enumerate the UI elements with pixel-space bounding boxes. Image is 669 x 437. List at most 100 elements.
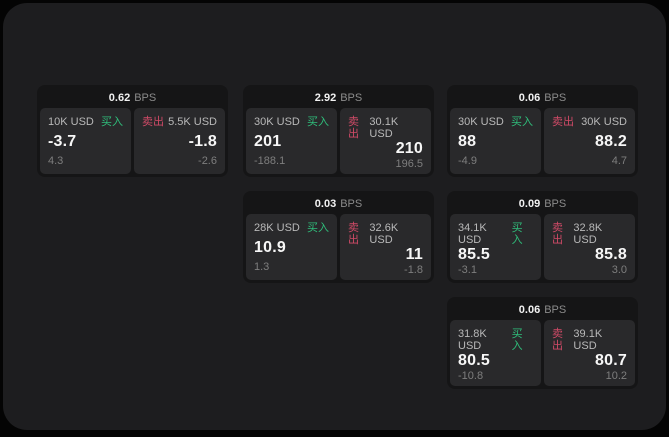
app-window: 0.62 BPS 10K USD 买入 -3.7 4.3 卖出 5.5K USD…	[3, 3, 666, 430]
sell-side-label: 卖出	[348, 116, 359, 140]
sell-side-label: 卖出	[142, 116, 164, 128]
buy-side-label: 买入	[101, 116, 123, 128]
sell-sub-value: 10.2	[605, 370, 627, 382]
sell-sub-value: -2.6	[198, 155, 217, 167]
sell-panel[interactable]: 卖出 30K USD 88.2 4.7	[544, 108, 635, 174]
sell-sub-value: 3.0	[611, 264, 627, 276]
sell-panel[interactable]: 卖出 39.1K USD 80.7 10.2	[544, 320, 635, 386]
sell-amount: 32.6K USD	[369, 222, 399, 246]
buy-price: 88	[458, 132, 477, 150]
bps-value: 0.03	[314, 198, 337, 210]
bps-unit-label: BPS	[340, 92, 363, 104]
quote-panels: 31.8K USD 买入 80.5 -10.8 卖出 39.1K USD 80.…	[450, 320, 635, 386]
sell-side-label: 卖出	[348, 222, 359, 246]
buy-sub-value: -4.9	[458, 155, 477, 167]
buy-label-row: 10K USD 买入	[48, 116, 123, 128]
quote-panels: 30K USD 买入 88 -4.9 卖出 30K USD 88.2 4.7	[450, 108, 635, 174]
sell-amount: 39.1K USD	[573, 328, 603, 352]
quote-card: 0.06 BPS 31.8K USD 买入 80.5 -10.8 卖出 39.1…	[447, 297, 638, 389]
sell-sub-value: -1.8	[404, 264, 423, 276]
sell-price: -1.8	[188, 132, 217, 150]
buy-amount: 34.1K USD	[458, 222, 487, 246]
sell-panel[interactable]: 卖出 5.5K USD -1.8 -2.6	[134, 108, 225, 174]
quote-panels: 34.1K USD 买入 85.5 -3.1 卖出 32.8K USD 85.8…	[450, 214, 635, 280]
buy-panel[interactable]: 31.8K USD 买入 80.5 -10.8	[450, 320, 541, 386]
sell-panel[interactable]: 卖出 32.6K USD 11 -1.8	[340, 214, 431, 280]
buy-panel[interactable]: 30K USD 买入 201 -188.1	[246, 108, 337, 174]
buy-sub-value: 4.3	[48, 155, 64, 167]
bps-unit-label: BPS	[544, 198, 567, 210]
sell-label-row: 卖出 5.5K USD	[142, 116, 217, 128]
bps-unit-label: BPS	[340, 198, 363, 210]
buy-label-row: 30K USD 买入	[254, 116, 329, 128]
buy-panel[interactable]: 28K USD 买入 10.9 1.3	[246, 214, 337, 280]
sell-panel[interactable]: 卖出 30.1K USD 210 196.5	[340, 108, 431, 174]
bps-value: 0.09	[518, 198, 541, 210]
card-header: 0.62 BPS	[40, 88, 225, 108]
sell-amount: 5.5K USD	[168, 116, 217, 128]
sell-price: 85.8	[595, 246, 627, 263]
bps-unit-label: BPS	[544, 304, 567, 316]
buy-side-label: 买入	[511, 222, 523, 246]
buy-sub-value: -188.1	[254, 155, 286, 167]
buy-panel[interactable]: 10K USD 买入 -3.7 4.3	[40, 108, 131, 174]
buy-price: 10.9	[254, 238, 286, 256]
bps-value: 2.92	[314, 92, 337, 104]
quote-card: 0.09 BPS 34.1K USD 买入 85.5 -3.1 卖出 32.8K…	[447, 191, 638, 283]
sell-label-row: 卖出 30.1K USD	[348, 116, 423, 140]
buy-side-label: 买入	[307, 116, 329, 128]
buy-amount: 28K USD	[254, 222, 300, 234]
quote-panels: 28K USD 买入 10.9 1.3 卖出 32.6K USD 11 -1.8	[246, 214, 431, 280]
buy-sub-value: 1.3	[254, 261, 270, 273]
sell-label-row: 卖出 30K USD	[552, 116, 627, 128]
sell-price: 80.7	[595, 352, 627, 369]
quote-card: 0.06 BPS 30K USD 买入 88 -4.9 卖出 30K USD 8…	[447, 85, 638, 177]
buy-amount: 30K USD	[458, 116, 504, 128]
bps-unit-label: BPS	[134, 92, 157, 104]
quote-panels: 30K USD 买入 201 -188.1 卖出 30.1K USD 210 1…	[246, 108, 431, 174]
sell-sub-value: 196.5	[395, 158, 423, 170]
buy-label-row: 34.1K USD 买入	[458, 222, 533, 246]
bps-unit-label: BPS	[544, 92, 567, 104]
sell-sub-value: 4.7	[611, 155, 627, 167]
sell-side-label: 卖出	[552, 328, 563, 352]
card-header: 0.03 BPS	[246, 194, 431, 214]
sell-amount: 30.1K USD	[369, 116, 399, 140]
buy-price: 201	[254, 132, 282, 150]
card-header: 0.09 BPS	[450, 194, 635, 214]
buy-sub-value: -3.1	[458, 264, 477, 276]
buy-panel[interactable]: 34.1K USD 买入 85.5 -3.1	[450, 214, 541, 280]
card-column-3: 0.06 BPS 30K USD 买入 88 -4.9 卖出 30K USD 8…	[447, 85, 638, 389]
card-header: 2.92 BPS	[246, 88, 431, 108]
buy-amount: 10K USD	[48, 116, 94, 128]
bps-value: 0.06	[518, 92, 541, 104]
buy-label-row: 30K USD 买入	[458, 116, 533, 128]
buy-sub-value: -10.8	[458, 370, 484, 382]
card-column-1: 0.62 BPS 10K USD 买入 -3.7 4.3 卖出 5.5K USD…	[37, 85, 228, 177]
buy-price: 85.5	[458, 246, 490, 263]
sell-price: 210	[395, 140, 423, 157]
sell-label-row: 卖出 39.1K USD	[552, 328, 627, 352]
card-header: 0.06 BPS	[450, 88, 635, 108]
buy-label-row: 28K USD 买入	[254, 222, 329, 234]
sell-label-row: 卖出 32.6K USD	[348, 222, 423, 246]
quote-card: 0.03 BPS 28K USD 买入 10.9 1.3 卖出 32.6K US…	[243, 191, 434, 283]
sell-price: 11	[405, 246, 423, 263]
buy-side-label: 买入	[511, 328, 523, 352]
sell-panel[interactable]: 卖出 32.8K USD 85.8 3.0	[544, 214, 635, 280]
sell-amount: 32.8K USD	[573, 222, 603, 246]
buy-label-row: 31.8K USD 买入	[458, 328, 533, 352]
sell-amount: 30K USD	[581, 116, 627, 128]
sell-price: 88.2	[595, 132, 627, 150]
quote-panels: 10K USD 买入 -3.7 4.3 卖出 5.5K USD -1.8 -2.…	[40, 108, 225, 174]
buy-amount: 31.8K USD	[458, 328, 487, 352]
sell-label-row: 卖出 32.8K USD	[552, 222, 627, 246]
buy-side-label: 买入	[511, 116, 533, 128]
bps-value: 0.62	[108, 92, 131, 104]
quote-card: 0.62 BPS 10K USD 买入 -3.7 4.3 卖出 5.5K USD…	[37, 85, 228, 177]
buy-amount: 30K USD	[254, 116, 300, 128]
buy-panel[interactable]: 30K USD 买入 88 -4.9	[450, 108, 541, 174]
quote-card: 2.92 BPS 30K USD 买入 201 -188.1 卖出 30.1K …	[243, 85, 434, 177]
card-header: 0.06 BPS	[450, 300, 635, 320]
